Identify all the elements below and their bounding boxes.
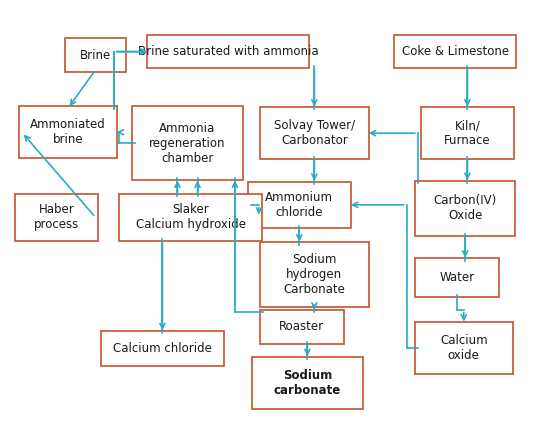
FancyBboxPatch shape xyxy=(415,322,513,374)
FancyBboxPatch shape xyxy=(394,35,517,68)
Text: Coke & Limestone: Coke & Limestone xyxy=(401,45,509,58)
FancyBboxPatch shape xyxy=(148,35,309,68)
Text: Sodium
hydrogen
Carbonate: Sodium hydrogen Carbonate xyxy=(283,253,345,296)
Text: Brine: Brine xyxy=(80,48,111,61)
Text: Sodium
carbonate: Sodium carbonate xyxy=(274,368,341,397)
Text: Solvay Tower/
Carbonator: Solvay Tower/ Carbonator xyxy=(274,119,355,147)
Text: Kiln/
Furnace: Kiln/ Furnace xyxy=(444,119,491,147)
FancyBboxPatch shape xyxy=(19,107,117,158)
Text: Calcium
oxide: Calcium oxide xyxy=(440,334,487,362)
Text: Ammonium
chloride: Ammonium chloride xyxy=(266,191,333,219)
Text: Brine saturated with ammonia: Brine saturated with ammonia xyxy=(138,45,319,58)
FancyBboxPatch shape xyxy=(65,38,126,72)
Text: Ammoniated
brine: Ammoniated brine xyxy=(30,118,106,146)
FancyBboxPatch shape xyxy=(252,357,363,409)
Text: Calcium chloride: Calcium chloride xyxy=(113,342,212,355)
FancyBboxPatch shape xyxy=(132,107,243,180)
FancyBboxPatch shape xyxy=(120,194,262,241)
FancyBboxPatch shape xyxy=(248,181,351,228)
Text: Carbon(IV)
Oxide: Carbon(IV) Oxide xyxy=(434,194,497,222)
FancyBboxPatch shape xyxy=(260,242,369,307)
FancyBboxPatch shape xyxy=(101,331,224,366)
Text: Slaker
Calcium hydroxide: Slaker Calcium hydroxide xyxy=(136,204,245,231)
FancyBboxPatch shape xyxy=(260,310,344,344)
FancyBboxPatch shape xyxy=(260,107,369,159)
FancyBboxPatch shape xyxy=(415,181,515,236)
Text: Roaster: Roaster xyxy=(280,320,324,333)
Text: Haber
process: Haber process xyxy=(34,204,79,231)
FancyBboxPatch shape xyxy=(420,107,514,159)
Text: Water: Water xyxy=(439,271,475,284)
FancyBboxPatch shape xyxy=(15,194,98,241)
FancyBboxPatch shape xyxy=(415,259,499,297)
Text: Ammonia
regeneration
chamber: Ammonia regeneration chamber xyxy=(149,122,226,165)
